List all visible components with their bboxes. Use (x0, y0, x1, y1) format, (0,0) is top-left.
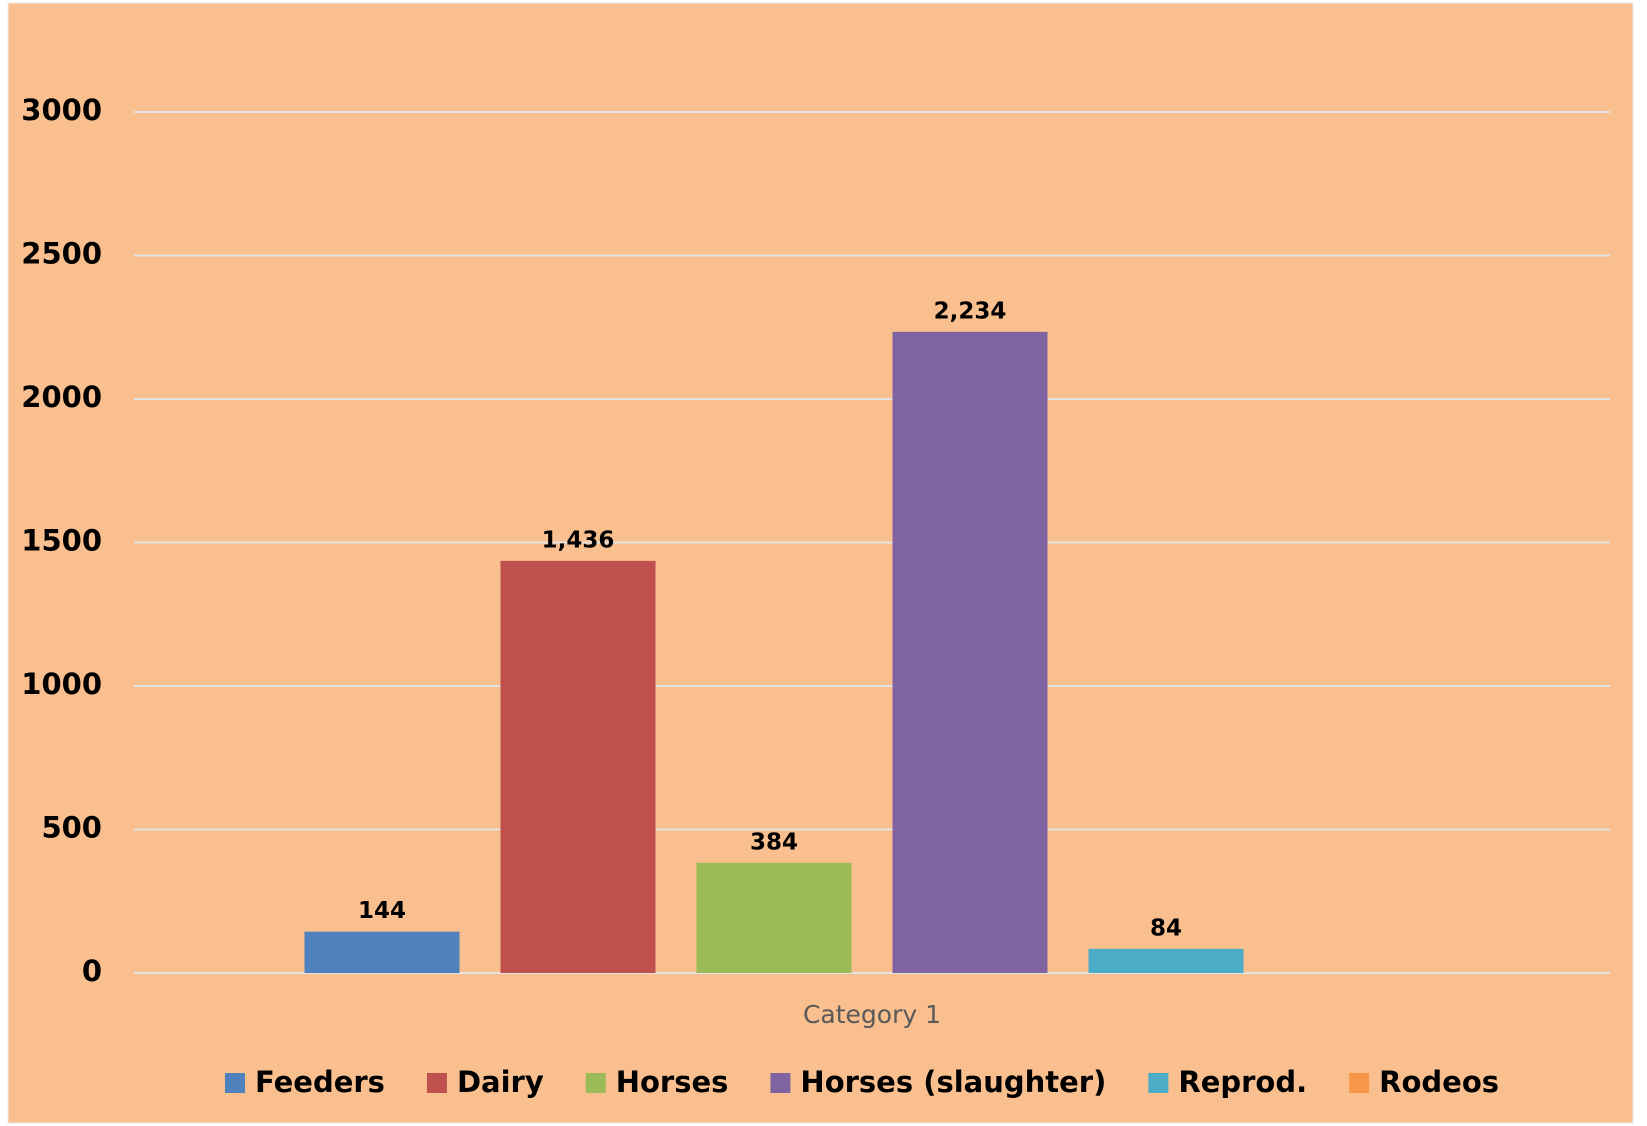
x-tick-label: Category 1 (803, 1000, 941, 1029)
bar (696, 862, 852, 973)
y-tick-label: 2000 (21, 380, 102, 414)
legend-swatch (770, 1073, 791, 1093)
y-tick-label: 500 (41, 811, 102, 845)
data-label: 2,234 (934, 298, 1007, 324)
y-tick-label: 1500 (21, 524, 102, 558)
legend-swatch (224, 1073, 245, 1093)
data-label: 384 (750, 829, 798, 855)
legend-label: Horses (616, 1065, 729, 1099)
legend-label: Rodeos (1379, 1065, 1499, 1099)
y-tick-label: 0 (82, 954, 102, 988)
legend-label: Feeders (255, 1065, 385, 1099)
data-label: 144 (358, 898, 406, 924)
legend-label: Horses (slaughter) (800, 1065, 1106, 1099)
y-tick-label: 3000 (21, 93, 102, 127)
y-tick-label: 2500 (21, 237, 102, 271)
data-label: 84 (1150, 915, 1182, 941)
legend-swatch (585, 1073, 606, 1093)
bar (304, 931, 460, 973)
legend-label: Reprod. (1178, 1065, 1307, 1099)
legend-label: Dairy (457, 1065, 544, 1099)
legend-swatch (1148, 1073, 1169, 1093)
y-tick-label: 1000 (21, 667, 102, 701)
bar (1088, 948, 1244, 973)
bar (500, 560, 656, 973)
legend-swatch (1349, 1073, 1370, 1093)
legend-swatch (426, 1073, 447, 1093)
data-label: 1,436 (542, 527, 615, 553)
bar (892, 331, 1048, 973)
